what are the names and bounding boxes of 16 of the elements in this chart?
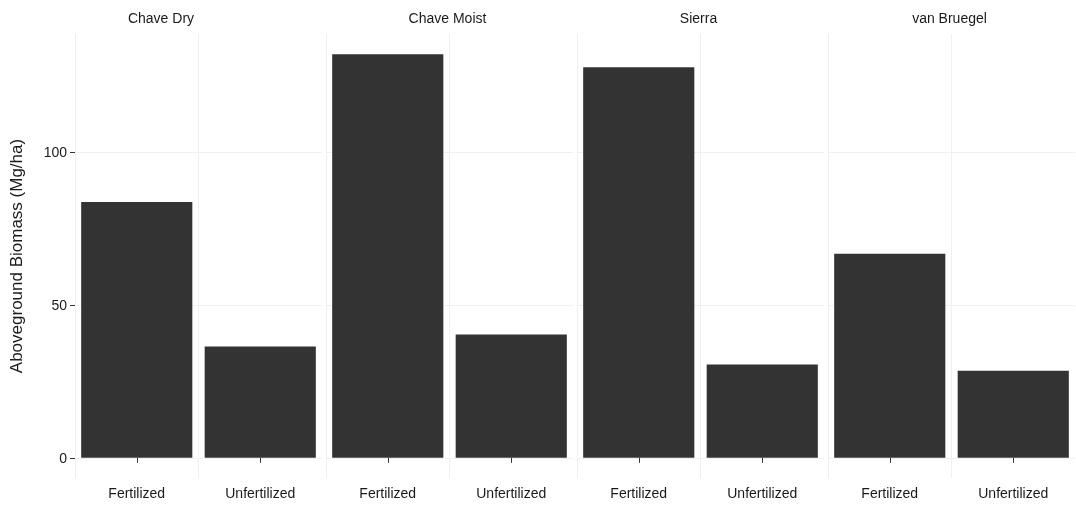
y-tick-label: 50 — [51, 296, 68, 313]
y-tick-label: 0 — [59, 449, 68, 466]
x-tick-label: Fertilized — [610, 485, 668, 501]
x-tick-label: Fertilized — [861, 485, 919, 501]
chart-title: Sierra — [679, 10, 718, 26]
x-tick-label: Fertilized — [359, 485, 417, 501]
x-tick-label: Unfertilized — [476, 485, 547, 501]
x-tick-label: Unfertilized — [727, 485, 798, 501]
chart-title: van Bruegel — [912, 10, 987, 26]
x-tick-label: Unfertilized — [225, 485, 296, 501]
y-tick-label: 100 — [43, 144, 68, 161]
x-tick-label: Unfertilized — [978, 485, 1049, 501]
y-axis-title: Aboveground Biomass (Mg/ha) — [7, 138, 26, 374]
chart-title: Chave Moist — [408, 10, 487, 26]
x-tick-label: Fertilized — [108, 485, 166, 501]
chart-title: Chave Dry — [127, 10, 195, 26]
